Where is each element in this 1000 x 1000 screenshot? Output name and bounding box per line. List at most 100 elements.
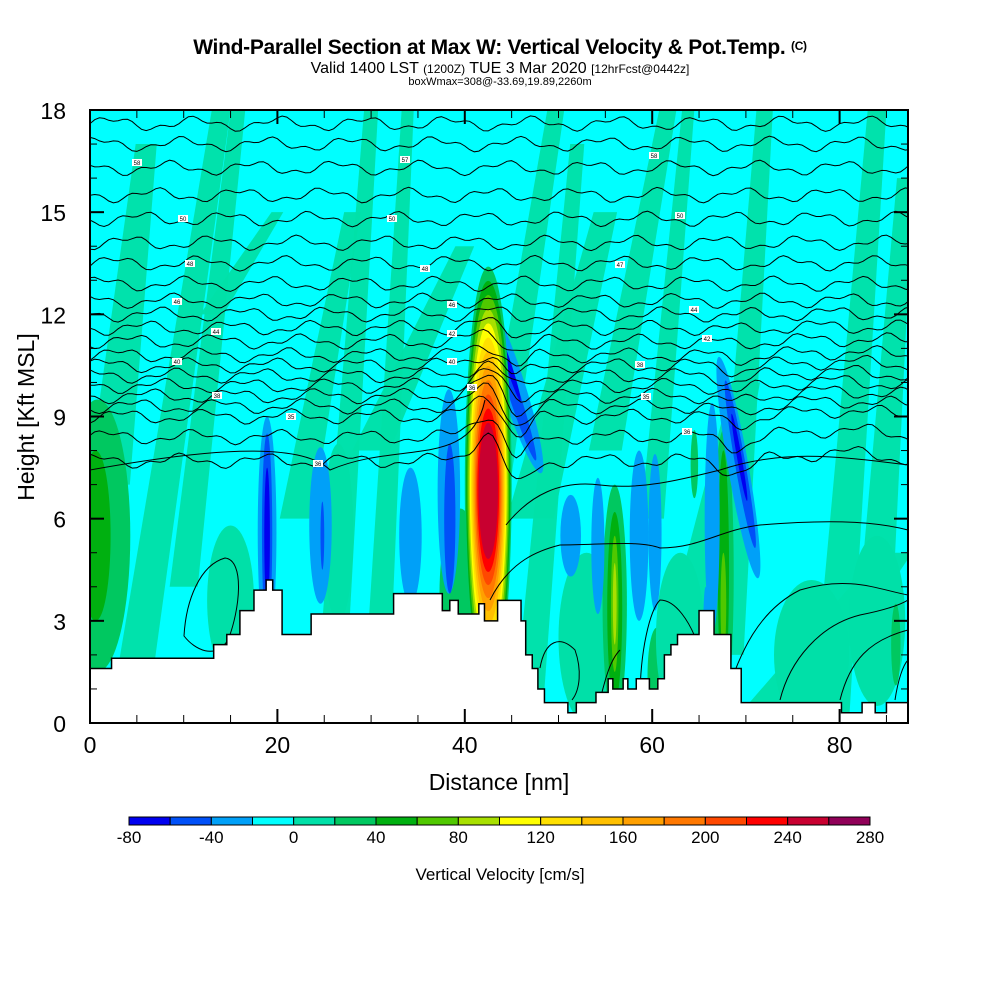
colorbar-tick-label: 160 [609, 828, 637, 847]
weak-updraft-band [368, 110, 414, 621]
theta-contour [90, 234, 908, 252]
y-tick-label: 12 [40, 302, 66, 328]
contour-label: 50 [180, 217, 187, 223]
theta-contour [90, 395, 908, 438]
contour-label: 48 [187, 262, 194, 268]
contour-label: 46 [449, 303, 456, 309]
velocity-blob [323, 443, 354, 621]
downdraft-blob [264, 467, 270, 604]
colorbar-tick-label: 40 [367, 828, 386, 847]
colorbar-bin [622, 816, 665, 826]
copyright-mark: (C) [791, 39, 807, 53]
colorbar-bin [746, 816, 789, 826]
colorbar-bin [704, 816, 747, 826]
x-tick-label: 40 [452, 732, 478, 758]
x-tick-label: 60 [639, 732, 665, 758]
y-axis-label: Height [Kft MSL] [13, 333, 39, 500]
velocity-blob [891, 603, 901, 686]
title-text: Wind-Parallel Section at Max W: Vertical… [193, 36, 786, 59]
x-axis: 0 20 40 60 80 [84, 110, 887, 758]
x-axis-label: Distance [nm] [429, 769, 570, 795]
colorbar-label: Vertical Velocity [cm/s] [415, 865, 584, 884]
contour-label-box [313, 460, 323, 467]
contour-label-box [467, 384, 477, 391]
contour-label-box [635, 361, 645, 368]
theta-contour [90, 292, 908, 309]
theta-contour [779, 599, 908, 701]
contour-label-box [185, 260, 195, 267]
theta-contour [90, 328, 908, 352]
contour-label-box [641, 393, 651, 400]
weak-updraft-band [352, 246, 475, 451]
plot-area: 58 57 58 50 50 50 48 48 47 46 46 44 44 42 42 40 40 38 38 36… [90, 110, 908, 723]
theta-contour [724, 583, 908, 701]
colorbar-bin [581, 816, 624, 826]
theta-contour [90, 344, 908, 367]
weak-updraft-band [860, 178, 908, 587]
contour-label-box [447, 301, 457, 308]
contour-label-box [132, 159, 142, 166]
contour-label: 44 [213, 330, 220, 336]
weak-updraft-band [200, 212, 284, 315]
contour-label: 36 [315, 462, 322, 468]
contour-label-box [689, 306, 699, 313]
colorbar-tick-label: -40 [199, 828, 224, 847]
colorbar-tick-label: 120 [526, 828, 554, 847]
contour-label: 58 [651, 154, 658, 160]
chart-title: Wind-Parallel Section at Max W: Vertical… [0, 36, 1000, 60]
colorbar-bin [128, 816, 171, 826]
colorbar: -80 -40 0 40 80 120 160 200 240 280 [117, 816, 884, 847]
contour-label: 57 [402, 158, 409, 164]
contour-label: 35 [288, 415, 295, 421]
contour-label-box [682, 428, 692, 435]
colorbar-tick-label: 0 [289, 828, 298, 847]
contour-label-box [178, 215, 188, 222]
downdraft-blob [309, 447, 332, 604]
velocity-blob [848, 535, 906, 706]
velocity-blob [612, 562, 617, 645]
contour-label: 48 [422, 267, 429, 273]
contour-labels: 58 57 58 50 50 50 48 48 47 46 46 44 44 42 42 40 40 38 38 36… [132, 152, 712, 468]
colorbar-tick-label: -80 [117, 828, 142, 847]
terrain [90, 579, 908, 723]
colorbar-bin [293, 816, 336, 826]
box-info: boxWmax=308@-33.69,19.89,2260m [408, 76, 592, 88]
forecast-info: [12hrFcst@0442z] [591, 62, 690, 76]
contour-label-box [172, 298, 182, 305]
weak-updraft-band [588, 110, 677, 451]
colorbar-tick-label: 280 [856, 828, 884, 847]
contour-label-box [447, 358, 457, 365]
contour-label: 36 [469, 386, 476, 392]
theta-contour [90, 254, 908, 272]
downdraft-blob [629, 450, 649, 621]
contour-label-box [172, 358, 182, 365]
y-tick-label: 3 [53, 609, 66, 635]
contour-label-box [447, 330, 457, 337]
contour-label: 50 [677, 214, 684, 220]
theta-contour [90, 354, 908, 378]
colorbar-bin [210, 816, 253, 826]
theta-contour [505, 455, 908, 526]
downdraft-blob [731, 413, 748, 501]
valid-time-utc: (1200Z) [423, 62, 466, 76]
contour-label: 47 [617, 263, 624, 269]
theta-contour [639, 599, 701, 701]
colorbar-bin [169, 816, 212, 826]
theta-contour [839, 629, 908, 701]
velocity-blob [90, 450, 111, 621]
y-tick-label: 0 [53, 711, 66, 737]
theta-contour [90, 432, 908, 480]
theta-contour [90, 368, 908, 403]
theta-contour [90, 360, 908, 387]
downdraft-blob [399, 467, 422, 604]
theta-contour [90, 186, 908, 204]
contour-label: 44 [691, 308, 698, 314]
contour-label-box [675, 212, 685, 219]
colorbar-bin [334, 816, 377, 826]
contour-label: 35 [643, 395, 650, 401]
weak-updraft-band [108, 110, 231, 723]
contour-label-box [420, 265, 430, 272]
contour-label-box [400, 156, 410, 163]
